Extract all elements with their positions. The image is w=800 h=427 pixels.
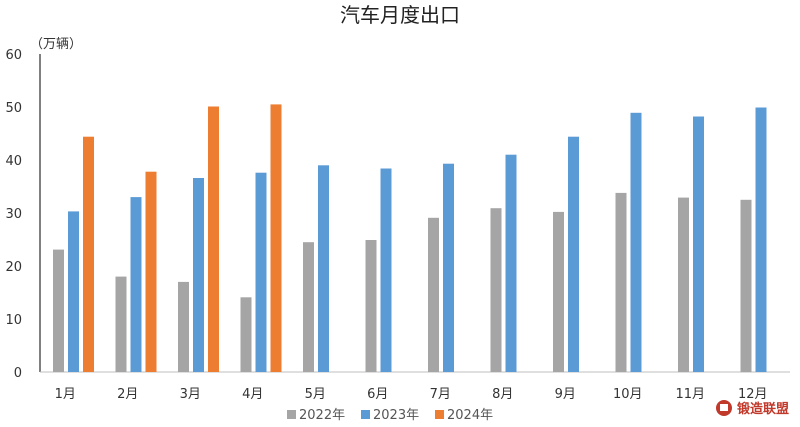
bar <box>193 178 204 372</box>
x-tick-label: 1月 <box>55 387 76 402</box>
x-tick-label: 11月 <box>676 387 706 402</box>
bar <box>130 197 142 372</box>
y-tick-label: 10 <box>5 313 22 328</box>
y-axis-unit-label: （万辆） <box>30 37 82 52</box>
bar <box>83 136 94 372</box>
watermark-text: 锻造联盟 <box>737 401 789 417</box>
x-tick-label: 9月 <box>555 387 576 402</box>
bar <box>365 240 377 372</box>
y-tick-label: 30 <box>5 207 22 222</box>
legend-swatch <box>435 410 444 419</box>
x-tick-label: 10月 <box>613 387 643 402</box>
bar <box>428 217 439 372</box>
legend-label: 2022年 <box>299 408 345 423</box>
bar <box>240 297 252 372</box>
bar <box>740 199 752 373</box>
y-tick-label: 40 <box>5 154 22 169</box>
watermark-logo-mark <box>720 404 728 411</box>
watermark: 锻造联盟 <box>716 400 789 417</box>
y-tick-label: 50 <box>5 101 22 116</box>
legend-label: 2024年 <box>447 408 493 423</box>
legend-swatch <box>361 410 370 419</box>
bar <box>68 211 79 372</box>
bar <box>568 136 579 372</box>
legend-swatch <box>287 410 296 419</box>
bar <box>178 281 189 372</box>
chart-title: 汽车月度出口 <box>340 3 460 27</box>
legend-label: 2023年 <box>373 408 419 423</box>
bar <box>678 197 689 372</box>
x-tick-label: 6月 <box>367 387 388 402</box>
x-tick-label: 4月 <box>242 387 263 402</box>
y-tick-label: 60 <box>5 48 22 63</box>
x-tick-label: 8月 <box>492 387 513 402</box>
bar <box>490 208 502 372</box>
bar <box>755 107 767 372</box>
bar <box>553 211 564 372</box>
legend: 2022年 2023年 2024年 <box>287 408 493 423</box>
x-axis-ticks: 1月 2月 3月 4月 5月 6月 7月 8月 9月 10月 11月 12月 <box>55 387 768 402</box>
bar <box>443 163 454 372</box>
bar <box>208 106 219 372</box>
bar <box>615 192 627 372</box>
bar <box>53 249 64 372</box>
bar <box>255 172 267 372</box>
x-tick-label: 3月 <box>180 387 201 402</box>
bar <box>145 171 157 372</box>
y-tick-label: 0 <box>14 366 22 381</box>
y-tick-label: 20 <box>5 260 22 275</box>
bar <box>318 165 329 372</box>
bar <box>693 116 704 372</box>
x-tick-label: 5月 <box>305 387 326 402</box>
bar <box>630 112 642 373</box>
bars <box>53 104 767 373</box>
bar <box>270 104 282 373</box>
x-tick-label: 2月 <box>117 387 138 402</box>
bar <box>505 154 517 372</box>
y-axis-ticks: 0 10 20 30 40 50 60 <box>5 48 22 381</box>
bar <box>115 276 127 372</box>
bar <box>303 242 314 372</box>
x-tick-label: 12月 <box>738 387 768 402</box>
bar <box>380 168 392 372</box>
x-tick-label: 7月 <box>430 387 451 402</box>
